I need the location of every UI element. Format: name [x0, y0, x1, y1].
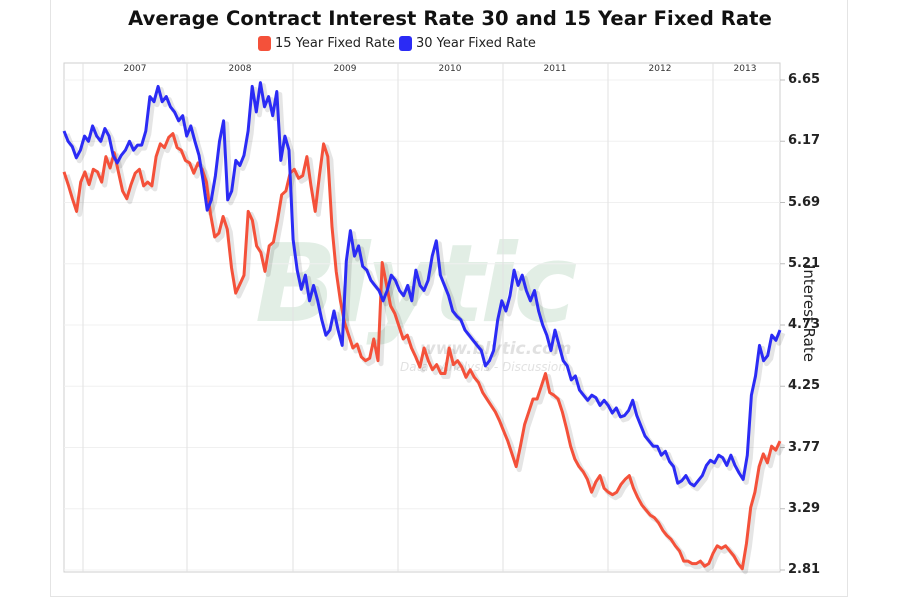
chart-title: Average Contract Interest Rate 30 and 15… [128, 7, 772, 30]
legend-swatch-30yr [398, 36, 412, 51]
x-tick-label: 2013 [733, 64, 757, 74]
x-tick-label: 2007 [123, 64, 147, 74]
legend-label-15yr: 15 Year Fixed Rate [275, 36, 395, 51]
legend-swatch-15yr [258, 36, 271, 51]
x-tick-label: 2011 [543, 64, 567, 74]
y-tick-label: 2.81 [788, 562, 821, 577]
plot-border [63, 62, 781, 573]
legend-label-30yr: 30 Year Fixed Rate [415, 36, 536, 51]
y-tick-label: 3.77 [788, 439, 821, 455]
legend: 15 Year Fixed Rate 30 Year Fixed Rate [258, 36, 540, 51]
y-tick-label: 6.17 [788, 133, 821, 149]
y-tick-label: 3.29 [788, 500, 821, 516]
x-tick-label: 2010 [438, 64, 462, 74]
y-tick-label: 4.25 [788, 378, 821, 394]
y-tick-label: 4.73 [788, 317, 821, 332]
series-line-30yr[interactable] [62, 81, 782, 488]
y-tick-label: 6.65 [788, 72, 821, 87]
y-axis-title: Interest Rate [800, 265, 818, 362]
series-line-15yr[interactable] [62, 132, 782, 571]
x-tick-label: 2008 [228, 64, 252, 74]
legend-item-15yr[interactable]: 15 Year Fixed Rate [258, 36, 395, 51]
x-tick-label: 2009 [333, 64, 357, 74]
watermark-tagline: Data - Analysis - Discussion [400, 360, 566, 374]
x-tick-label: 2012 [648, 64, 672, 74]
y-tick-label: 5.21 [788, 255, 821, 271]
chart-frame [50, 0, 848, 597]
legend-item-30yr[interactable]: 30 Year Fixed Rate [398, 36, 536, 51]
y-tick-label: 5.69 [788, 194, 821, 210]
watermark-url: www.blytic.com [420, 339, 572, 359]
